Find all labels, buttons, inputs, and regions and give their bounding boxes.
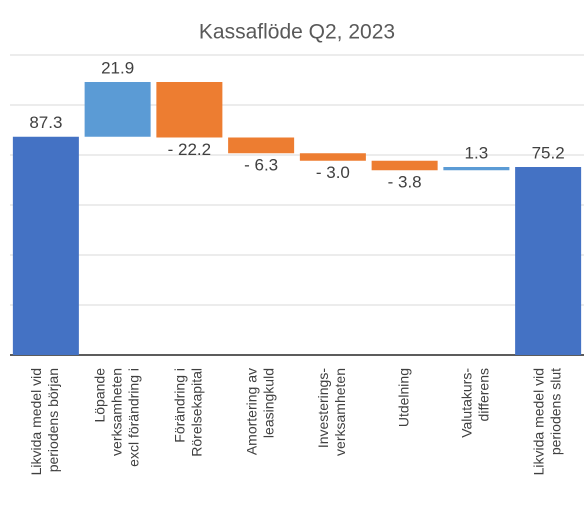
bar (156, 82, 223, 138)
x-tick-label: Valutakurs- (459, 368, 475, 438)
bar (515, 167, 582, 355)
data-label: 75.2 (532, 143, 565, 162)
data-label: - 3.0 (316, 163, 350, 182)
bar (12, 136, 79, 355)
x-tick-label: Rörelsekapital (189, 368, 205, 457)
x-tick-label: verksamheten (332, 368, 348, 456)
data-label: 1.3 (465, 143, 489, 162)
x-tick-label: Utdelning (395, 368, 411, 427)
x-tick-label: Investerings- (315, 368, 331, 448)
bar (228, 137, 295, 154)
x-tick-label: differens (476, 368, 492, 421)
x-tick-label: Förändring i (172, 368, 188, 443)
x-tick-label: periodens slut (547, 368, 563, 455)
bar (84, 82, 151, 137)
x-tick-label: Amortering av (243, 368, 259, 455)
data-label: 87.3 (29, 113, 62, 132)
data-label: 21.9 (101, 58, 134, 77)
x-tick-label: Likvida medel vid (530, 368, 546, 475)
chart-title: Kassaflöde Q2, 2023 (199, 21, 395, 44)
data-label: - 6.3 (244, 156, 278, 175)
x-tick-label: Löpande (91, 368, 107, 423)
x-tick-label: periodens början (45, 368, 61, 472)
x-tick-label: leasingkuld (260, 368, 276, 438)
x-tick-label: verksamheten (108, 368, 124, 456)
data-label: - 22.2 (168, 140, 211, 159)
bar (443, 167, 510, 171)
data-label: - 3.8 (388, 173, 422, 192)
x-tick-label: Likvida medel vid (28, 368, 44, 475)
bar (299, 153, 366, 161)
x-tick-label: excl förändring i (125, 368, 141, 467)
bar (371, 160, 438, 171)
